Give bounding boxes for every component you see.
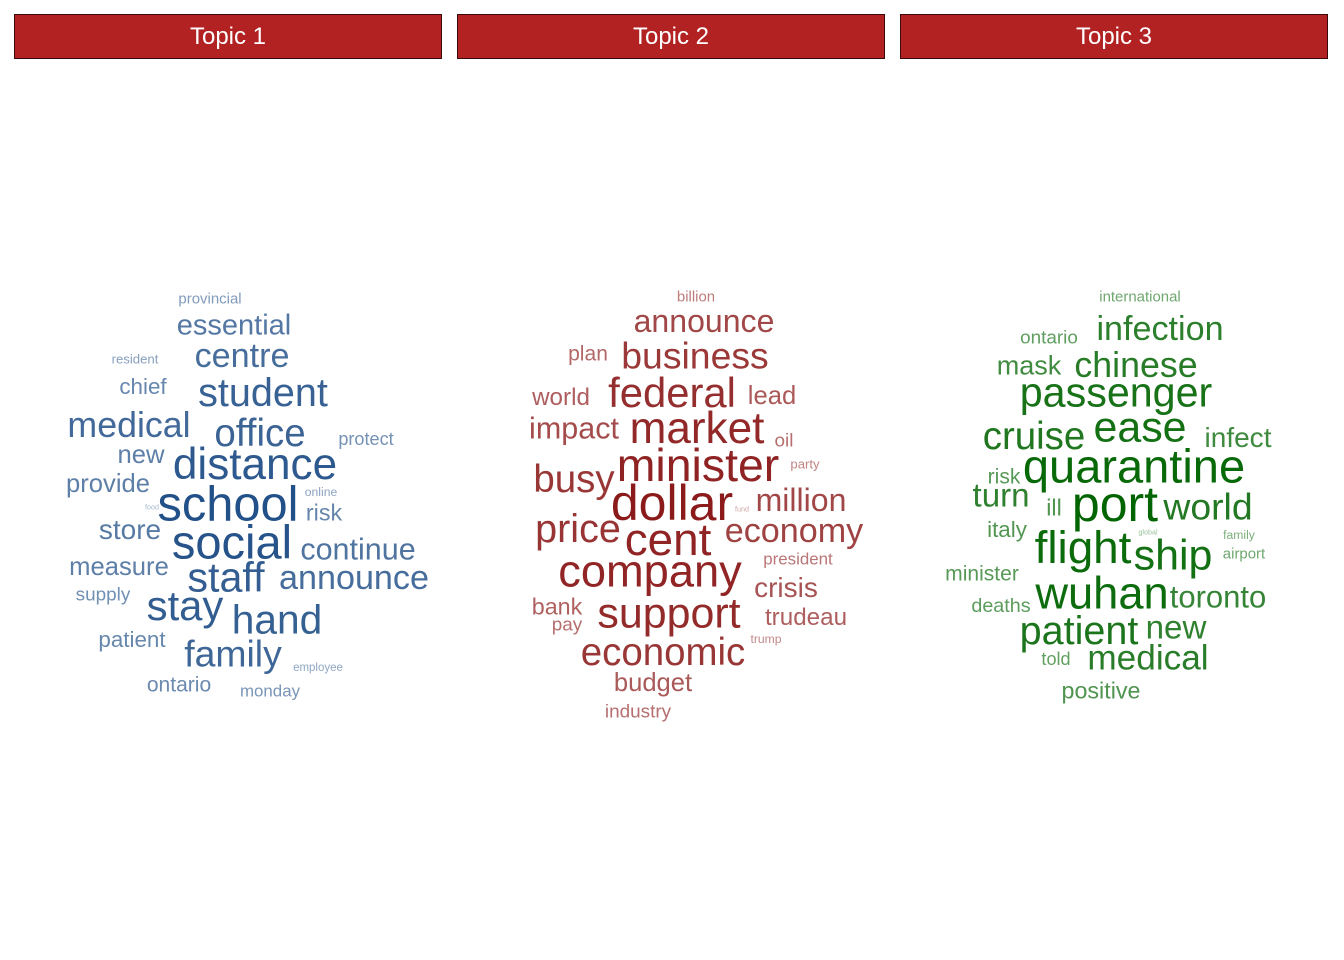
word-told: told <box>1041 648 1071 669</box>
word-ontario: ontario <box>146 673 212 697</box>
word-company: company <box>558 545 742 597</box>
word-patient: patient <box>98 626 166 652</box>
topic-2-wordcloud: billion announce plan business world federal l… <box>457 60 885 940</box>
word-family: family <box>1223 527 1255 542</box>
word-quarantine: quarantine <box>1022 439 1246 493</box>
word-risk: risk <box>305 499 343 526</box>
word-ease: ease <box>1093 403 1187 452</box>
word-bank: bank <box>531 593 583 620</box>
word-patient: patient <box>1019 609 1139 654</box>
word-passenger: passenger <box>1019 369 1213 416</box>
word-family: family <box>184 632 282 675</box>
word-trudeau: trudeau <box>764 603 848 631</box>
word-supply: supply <box>75 584 131 606</box>
word-global: global <box>1138 528 1158 537</box>
topic-2-header: Topic 2 <box>457 14 885 59</box>
word-billion: billion <box>676 288 716 306</box>
word-announce: announce <box>633 302 775 339</box>
word-fund: fund <box>735 505 749 514</box>
topic-3-header: Topic 3 <box>900 14 1328 59</box>
word-new: new <box>1145 609 1207 647</box>
word-hand: hand <box>231 596 323 643</box>
word-deaths: deaths <box>971 595 1031 618</box>
word-monday: monday <box>239 681 301 701</box>
word-infect: infect <box>1204 421 1272 453</box>
word-party: party <box>790 456 820 472</box>
word-airport: airport <box>1222 545 1266 563</box>
word-new: new <box>117 441 165 470</box>
word-economic: economic <box>580 630 746 674</box>
word-provide: provide <box>66 470 150 499</box>
word-mask: mask <box>996 350 1062 381</box>
word-support: support <box>597 589 741 638</box>
word-million: million <box>755 481 847 518</box>
topic-3-wordcloud: international ontario infection mask chinese… <box>900 60 1328 940</box>
word-distance: distance <box>172 439 338 489</box>
word-italy: italy <box>987 516 1027 542</box>
word-pay: pay <box>551 614 583 636</box>
word-protect: protect <box>338 428 394 449</box>
word-ship: ship <box>1133 531 1213 580</box>
word-medical: medical <box>67 405 191 446</box>
word-student: student <box>198 371 328 416</box>
word-risk: risk <box>987 465 1021 489</box>
word-turn: turn <box>972 477 1030 515</box>
word-chief: chief <box>119 373 167 399</box>
word-minister: minister <box>616 438 780 491</box>
word-centre: centre <box>194 336 290 375</box>
word-flight: flight <box>1034 522 1132 574</box>
word-food: food <box>145 503 159 512</box>
word-resident: resident <box>111 351 159 367</box>
word-impact: impact <box>529 411 619 446</box>
word-cruise: cruise <box>982 414 1086 458</box>
word-ill: ill <box>1046 494 1062 521</box>
word-cent: cent <box>624 514 712 566</box>
word-ontario: ontario <box>1020 327 1078 349</box>
word-chinese: chinese <box>1074 345 1198 386</box>
word-online: online <box>304 484 338 499</box>
word-essential: essential <box>176 309 292 342</box>
word-social: social <box>171 515 293 569</box>
word-minister: minister <box>945 562 1019 586</box>
word-industry: industry <box>604 701 672 723</box>
word-plan: plan <box>568 342 608 366</box>
word-world: world <box>1163 485 1253 528</box>
word-trump: trump <box>750 631 782 646</box>
word-business: business <box>621 334 769 377</box>
word-employee: employee <box>293 662 343 675</box>
topic-1-header: Topic 1 <box>14 14 442 59</box>
word-stay: stay <box>146 582 224 630</box>
word-price: price <box>535 507 621 552</box>
word-president: president <box>763 549 833 569</box>
word-crisis: crisis <box>754 571 818 603</box>
word-market: market <box>629 403 765 453</box>
word-toronto: toronto <box>1169 579 1267 615</box>
word-port: port <box>1071 476 1159 532</box>
word-dollar: dollar <box>610 475 734 531</box>
word-wuhan: wuhan <box>1035 567 1169 619</box>
word-store: store <box>98 513 162 545</box>
word-lead: lead <box>747 382 797 411</box>
word-international: international <box>1099 288 1181 306</box>
word-school: school <box>157 477 299 532</box>
word-medical: medical <box>1087 638 1209 678</box>
word-busy: busy <box>533 457 615 501</box>
word-federal: federal <box>608 369 736 417</box>
word-world: world <box>532 383 590 411</box>
word-oil: oil <box>774 430 794 452</box>
word-provincial: provincial <box>178 290 242 308</box>
word-positive: positive <box>1061 677 1141 704</box>
word-continue: continue <box>300 532 416 567</box>
word-staff: staff <box>187 554 265 601</box>
word-measure: measure <box>69 553 169 582</box>
word-office: office <box>214 411 306 455</box>
word-economy: economy <box>724 511 864 550</box>
word-announce: announce <box>279 558 429 597</box>
word-budget: budget <box>613 669 693 698</box>
word-infection: infection <box>1096 309 1224 348</box>
topic-1-wordcloud: provincial essential resident centre chief st… <box>14 60 442 940</box>
